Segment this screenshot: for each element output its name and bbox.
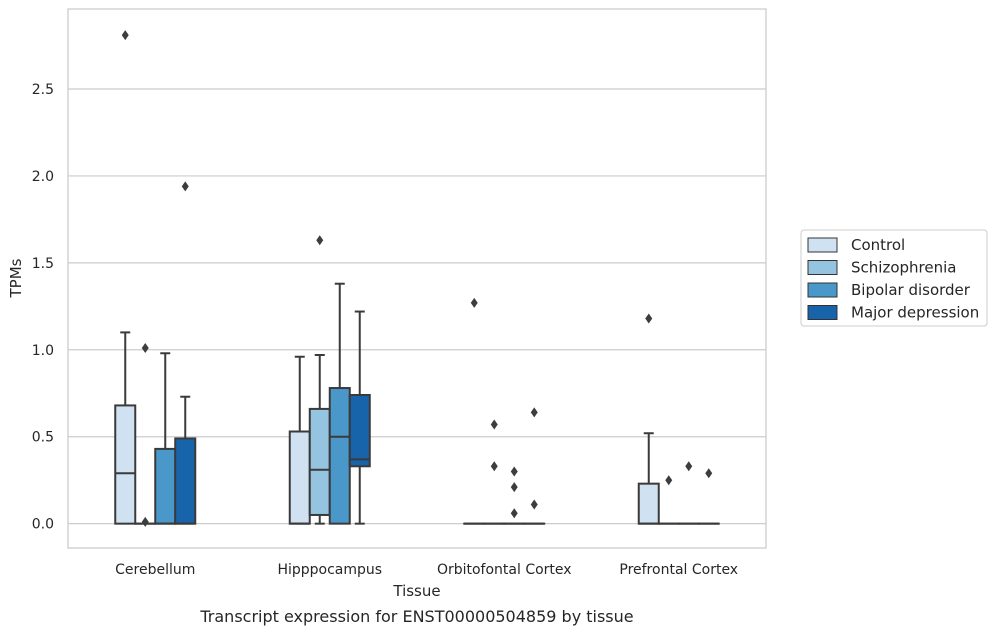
box-body: [328, 387, 351, 525]
chart-caption: Transcript expression for ENST0000050485…: [199, 607, 633, 626]
box-control-orbitofontal-cortex: [463, 297, 486, 525]
box-schizophrenia-orbitofontal-cortex: [483, 419, 506, 525]
outlier-point: [121, 30, 129, 41]
legend-label: Schizophrenia: [851, 259, 956, 277]
box-major-depression-prefrontal-cortex: [697, 468, 720, 525]
x-tick-label: Cerebellum: [115, 562, 195, 578]
y-tick-label: 2.5: [32, 82, 54, 98]
outlier-point: [470, 297, 478, 308]
box-body: [637, 482, 660, 525]
box-body: [348, 393, 371, 468]
legend-swatch: [807, 237, 838, 253]
outlier-point: [181, 181, 189, 192]
y-axis-label: TPMs: [7, 258, 25, 298]
box-body: [174, 437, 197, 525]
y-tick-labels: 0.0 0.5 1.0 1.5 2.0 2.5: [32, 82, 54, 533]
legend: Control Schizophrenia Bipolar disorder Majo…: [800, 229, 988, 327]
outlier-point: [645, 313, 653, 324]
outlier-point: [685, 461, 693, 472]
legend-swatch: [807, 260, 838, 275]
x-tick-label: Prefrontal Cortex: [619, 562, 738, 578]
x-tick-label: Orbitofontal Cortex: [437, 562, 572, 578]
plot-area-frame: [67, 8, 767, 549]
box-body: [288, 430, 311, 525]
outlier-point: [316, 235, 324, 246]
x-axis-label: Tissue: [392, 582, 440, 600]
legend-label: Bipolar disorder: [851, 281, 971, 299]
x-tick-labels: Cerebellum Hipppocampus Orbitofontal Corte…: [115, 562, 738, 578]
legend-label: Major depression: [851, 304, 979, 322]
outlier-point: [510, 482, 518, 493]
box-major-depression-orbitofontal-cortex: [523, 407, 546, 525]
outlier-point: [490, 461, 498, 472]
box-control-cerebellum: [114, 30, 137, 525]
y-tick-label: 2.0: [32, 169, 54, 185]
box-body: [154, 447, 177, 525]
x-tick-label: Hipppocampus: [277, 562, 382, 578]
outlier-point: [510, 466, 518, 477]
box-bipolar-disorder-cerebellum: [154, 352, 177, 525]
legend-swatch: [807, 282, 838, 298]
outlier-point: [490, 419, 498, 430]
legend-label: Control: [851, 236, 905, 254]
outlier-point: [510, 508, 518, 519]
box-major-depression-hipppocampus: [348, 310, 371, 525]
outlier-point: [665, 475, 673, 486]
box-bipolar-disorder-prefrontal-cortex: [677, 461, 700, 525]
y-tick-label: 1.0: [32, 343, 54, 359]
y-tick-label: 1.5: [32, 256, 54, 272]
box-bipolar-disorder-orbitofontal-cortex: [503, 466, 526, 525]
box-major-depression-cerebellum: [174, 181, 197, 525]
box-body: [114, 404, 137, 525]
box-control-prefrontal-cortex: [637, 313, 660, 525]
box-series: [114, 30, 720, 527]
y-tick-label: 0.5: [32, 430, 54, 446]
box-schizophrenia-cerebellum: [134, 343, 157, 527]
outlier-point: [530, 407, 538, 418]
outlier-point: [141, 516, 149, 527]
box-control-hipppocampus: [288, 355, 311, 525]
box-body: [308, 407, 331, 516]
box-schizophrenia-hipppocampus: [308, 235, 331, 525]
outlier-point: [705, 468, 713, 479]
outlier-point: [530, 499, 538, 510]
outlier-point: [141, 343, 149, 354]
y-tick-label: 0.0: [32, 517, 54, 533]
legend-frame: [800, 229, 988, 327]
box-bipolar-disorder-hipppocampus: [328, 282, 351, 525]
legend-swatch: [807, 305, 838, 320]
box-schizophrenia-prefrontal-cortex: [657, 475, 680, 525]
